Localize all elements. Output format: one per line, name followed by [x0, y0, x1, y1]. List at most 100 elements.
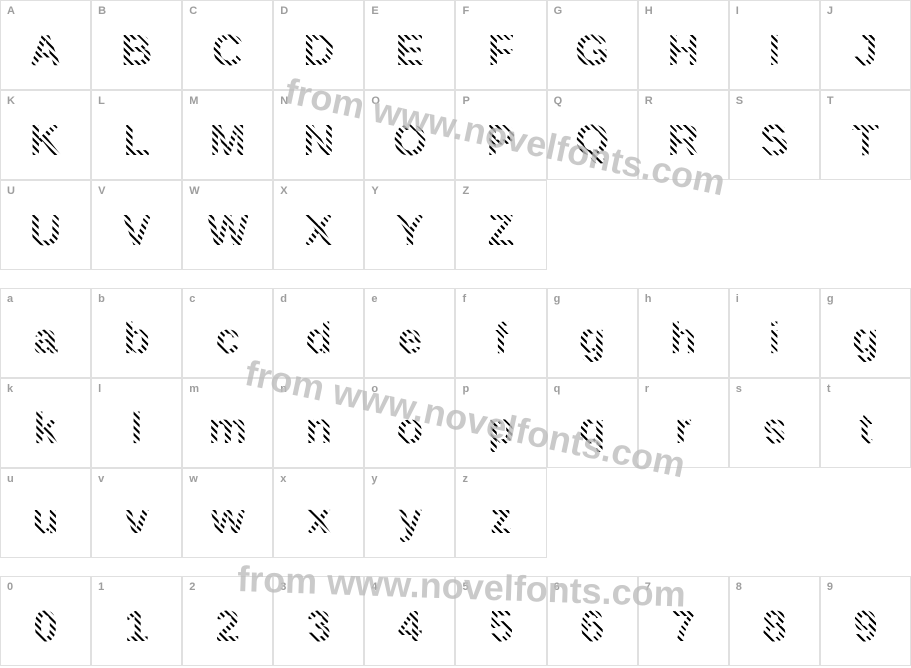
glyph-S: S: [760, 116, 789, 166]
cell-H: HH: [638, 0, 729, 90]
label-N: N: [280, 95, 288, 107]
label-n: n: [280, 383, 287, 395]
glyph-y: y: [398, 494, 422, 544]
label-X: X: [280, 185, 287, 197]
cell-Q: QQ: [547, 90, 638, 180]
cell-d: dd: [273, 288, 364, 378]
glyph-X: X: [304, 206, 333, 256]
cell-f: ff: [455, 288, 546, 378]
cell-s: ss: [729, 378, 820, 468]
lowercase-row-2: kk ll mm nn oo pp qq rr ss tt: [0, 378, 911, 468]
cell-k: kk: [0, 378, 91, 468]
cell-l: ll: [91, 378, 182, 468]
glyph-1: 1: [124, 602, 148, 652]
glyph-0: 0: [33, 602, 57, 652]
label-g: g: [554, 293, 561, 305]
glyph-3: 3: [307, 602, 331, 652]
cell-7: 77: [638, 576, 729, 666]
glyph-Y: Y: [395, 206, 424, 256]
cell-z: zz: [455, 468, 546, 558]
glyph-J: J: [853, 26, 877, 76]
glyph-d: d: [305, 314, 332, 364]
cell-n: nn: [273, 378, 364, 468]
glyph-v: v: [124, 494, 148, 544]
glyph-W: W: [207, 206, 249, 256]
cell-1: 11: [91, 576, 182, 666]
cell-g2: gg: [820, 288, 911, 378]
cell-S: SS: [729, 90, 820, 180]
cell-empty: [729, 468, 820, 558]
glyph-Z: Z: [488, 206, 515, 256]
cell-R: RR: [638, 90, 729, 180]
label-Y: Y: [371, 185, 378, 197]
label-o: o: [371, 383, 378, 395]
glyph-6: 6: [580, 602, 604, 652]
label-9: 9: [827, 581, 833, 593]
cell-w: ww: [182, 468, 273, 558]
glyph-a: a: [33, 314, 57, 364]
cell-M: MM: [182, 90, 273, 180]
label-c: c: [189, 293, 195, 305]
label-0: 0: [7, 581, 13, 593]
label-1: 1: [98, 581, 104, 593]
cell-p: pp: [455, 378, 546, 468]
glyph-R: R: [667, 116, 699, 166]
glyph-9: 9: [853, 602, 877, 652]
glyph-s: s: [762, 404, 786, 454]
label-r: r: [645, 383, 649, 395]
label-Z: Z: [462, 185, 469, 197]
label-f: f: [462, 293, 466, 305]
glyph-n: n: [305, 404, 332, 454]
glyph-E: E: [395, 26, 424, 76]
glyph-G: G: [575, 26, 609, 76]
glyph-i: i: [768, 314, 780, 364]
cell-A: AA: [0, 0, 91, 90]
cell-W: WW: [182, 180, 273, 270]
label-E: E: [371, 5, 378, 17]
label-3: 3: [280, 581, 286, 593]
cell-m: mm: [182, 378, 273, 468]
cell-v: vv: [91, 468, 182, 558]
cell-u: uu: [0, 468, 91, 558]
glyph-h: h: [670, 314, 697, 364]
glyph-T: T: [852, 116, 879, 166]
label-7: 7: [645, 581, 651, 593]
glyph-b: b: [123, 314, 150, 364]
label-b: b: [98, 293, 105, 305]
label-6: 6: [554, 581, 560, 593]
label-F: F: [462, 5, 469, 17]
cell-2: 22: [182, 576, 273, 666]
cell-6: 66: [547, 576, 638, 666]
cell-a: aa: [0, 288, 91, 378]
glyph-q: q: [579, 404, 606, 454]
cell-E: EE: [364, 0, 455, 90]
glyph-D: D: [303, 26, 335, 76]
cell-D: DD: [273, 0, 364, 90]
glyph-A: A: [30, 26, 62, 76]
glyph-t: t: [858, 404, 873, 454]
cell-c: cc: [182, 288, 273, 378]
glyph-e: e: [398, 314, 422, 364]
uppercase-row-3: UU VV WW XX YY ZZ: [0, 180, 911, 270]
glyph-C: C: [212, 26, 244, 76]
cell-y: yy: [364, 468, 455, 558]
glyph-c: c: [215, 314, 239, 364]
cell-O: OO: [364, 90, 455, 180]
cell-3: 33: [273, 576, 364, 666]
glyph-l: l: [131, 404, 143, 454]
cell-i: ii: [729, 288, 820, 378]
cell-G: GG: [547, 0, 638, 90]
cell-I: II: [729, 0, 820, 90]
cell-empty: [820, 180, 911, 270]
section-gap: [0, 270, 911, 288]
glyph-5: 5: [489, 602, 513, 652]
label-S: S: [736, 95, 743, 107]
label-u: u: [7, 473, 14, 485]
label-t: t: [827, 383, 831, 395]
glyph-I: I: [768, 26, 780, 76]
label-2: 2: [189, 581, 195, 593]
cell-4: 44: [364, 576, 455, 666]
label-k: k: [7, 383, 13, 395]
label-I: I: [736, 5, 739, 17]
label-R: R: [645, 95, 653, 107]
